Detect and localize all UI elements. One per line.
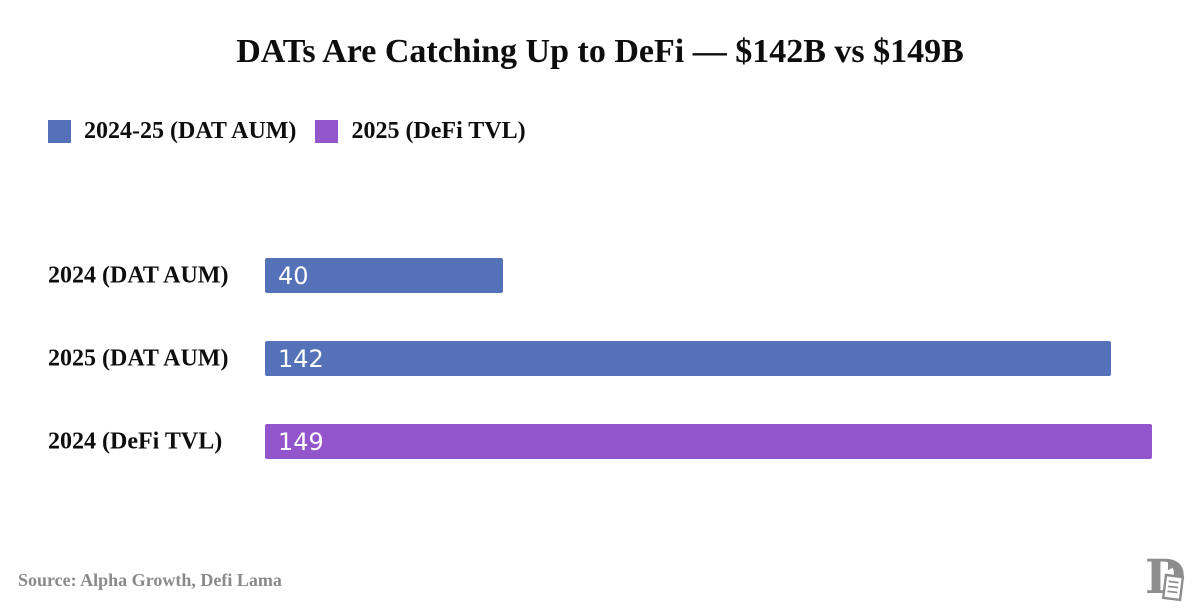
scroll-icon — [1161, 573, 1185, 602]
legend-item-dat-aum: 2024-25 (DAT AUM) — [48, 118, 296, 145]
bar-row-2024-dat-aum: 2024 (DAT AUM) 40 — [0, 258, 1200, 293]
legend-swatch-purple-icon — [315, 120, 339, 143]
legend: 2024-25 (DAT AUM) 2025 (DeFi TVL) — [48, 118, 526, 145]
legend-label-dat-aum: 2024-25 (DAT AUM) — [84, 118, 297, 144]
category-label: 2024 (DeFi TVL) — [48, 428, 223, 454]
legend-swatch-blue-icon — [48, 120, 71, 143]
publisher-logo: D — [1144, 550, 1192, 605]
bar-row-2025-dat-aum: 2025 (DAT AUM) 142 — [0, 341, 1200, 376]
bar-value-label: 40 — [278, 261, 309, 290]
bar-2024-defi-tvl: 149 — [265, 424, 1152, 459]
chart-title: DATs Are Catching Up to DeFi — $142B vs … — [236, 33, 964, 70]
bar-value-label: 149 — [278, 427, 324, 456]
category-label: 2025 (DAT AUM) — [48, 345, 229, 371]
legend-item-defi-tvl: 2025 (DeFi TVL) — [315, 118, 526, 145]
bar-2025-dat-aum: 142 — [265, 341, 1111, 376]
bar-value-label: 142 — [278, 344, 324, 373]
source-note: Source: Alpha Growth, Defi Lama — [18, 570, 282, 590]
category-label: 2024 (DAT AUM) — [48, 262, 229, 288]
legend-label-defi-tvl: 2025 (DeFi TVL) — [351, 118, 526, 144]
bar-row-2024-defi-tvl: 2024 (DeFi TVL) 149 — [0, 424, 1200, 459]
letter-d-scroll-monogram-icon: D — [1145, 550, 1186, 605]
bar-2024-dat-aum: 40 — [265, 258, 503, 293]
pennant-shape — [1168, 562, 1177, 570]
